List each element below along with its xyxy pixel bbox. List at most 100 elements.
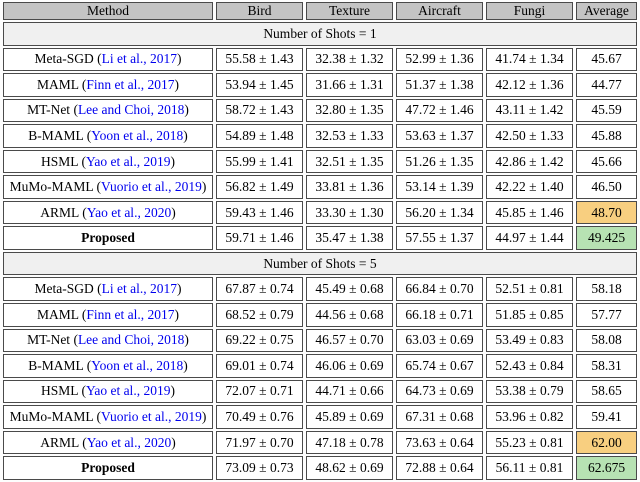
citation-link[interactable]: Yao et al., 2020 [86, 434, 172, 450]
citation-link[interactable]: Yoon et al., 2018 [91, 357, 184, 373]
citation-paren-open: ( [83, 127, 92, 143]
citation-paren-open: ( [78, 434, 87, 450]
method-cell: B-MAML (Yoon et al., 2018) [3, 354, 213, 378]
method-name: ARML [40, 434, 79, 450]
fungi-value-cell: 44.97 ± 1.44 [486, 226, 573, 250]
citation-paren-open: ( [83, 357, 92, 373]
bird-value-cell: 71.97 ± 0.70 [216, 430, 303, 455]
aircraft-value-cell: 52.99 ± 1.36 [396, 47, 483, 72]
bird-value-cell: 69.22 ± 0.75 [216, 328, 303, 353]
citation-paren-open: ( [78, 76, 87, 92]
citation-paren-close: ) [183, 357, 188, 373]
fungi-value-cell: 53.49 ± 0.83 [486, 328, 573, 353]
section-title: Number of Shots = 1 [3, 22, 637, 46]
fungi-value-cell: 53.96 ± 0.82 [486, 405, 573, 429]
bird-value-cell: 70.49 ± 0.76 [216, 405, 303, 429]
average-value-cell: 45.66 [576, 149, 637, 174]
citation-paren-close: ) [171, 204, 176, 220]
fungi-value-cell: 42.86 ± 1.42 [486, 149, 573, 174]
average-value-cell: 59.41 [576, 405, 637, 429]
average-value-cell: 45.67 [576, 47, 637, 72]
citation-link[interactable]: Finn et al., 2017 [86, 306, 175, 322]
fungi-value-cell: 55.23 ± 0.81 [486, 430, 573, 455]
citation-link[interactable]: Li et al., 2017 [101, 51, 177, 67]
method-cell: ARML (Yao et al., 2020) [3, 430, 213, 455]
fungi-value-cell: 56.11 ± 0.81 [486, 456, 573, 480]
column-header-texture: Texture [306, 2, 393, 20]
aircraft-value-cell: 53.14 ± 1.39 [396, 175, 483, 199]
bird-value-cell: 67.87 ± 0.74 [216, 277, 303, 302]
table-row: Proposed 59.71 ± 1.46 35.47 ± 1.38 57.55… [3, 226, 637, 250]
average-value-cell: 58.65 [576, 379, 637, 404]
citation-link[interactable]: Yoon et al., 2018 [91, 127, 184, 143]
method-cell: Proposed [3, 456, 213, 480]
method-name: MuMo-MAML [9, 179, 94, 195]
average-value-cell: 48.70 [576, 200, 637, 225]
column-header-bird: Bird [216, 2, 303, 20]
bird-value-cell: 58.72 ± 1.43 [216, 98, 303, 123]
fungi-value-cell: 53.38 ± 0.79 [486, 379, 573, 404]
average-value-cell: 46.50 [576, 175, 637, 199]
texture-value-cell: 46.06 ± 0.69 [306, 354, 393, 378]
method-name: Proposed [81, 230, 135, 246]
method-name: MT-Net [27, 332, 71, 348]
table-row: MAML (Finn et al., 2017) 68.52 ± 0.79 44… [3, 303, 637, 327]
citation-paren-close: ) [174, 76, 180, 92]
citation-link[interactable]: Yao et al., 2019 [85, 153, 171, 169]
texture-value-cell: 46.57 ± 0.70 [306, 328, 393, 353]
bird-value-cell: 73.09 ± 0.73 [216, 456, 303, 480]
method-cell: B-MAML (Yoon et al., 2018) [3, 124, 213, 148]
citation-link[interactable]: Vuorio et al., 2019 [101, 179, 202, 195]
method-cell: MuMo-MAML (Vuorio et al., 2019) [3, 175, 213, 199]
texture-value-cell: 48.62 ± 0.69 [306, 456, 393, 480]
bird-value-cell: 53.94 ± 1.45 [216, 73, 303, 97]
citation-paren-open: ( [78, 306, 87, 322]
citation-link[interactable]: Lee and Choi, 2018 [77, 102, 185, 118]
fungi-value-cell: 42.22 ± 1.40 [486, 175, 573, 199]
table-row: HSML (Yao et al., 2019) 72.07 ± 0.71 44.… [3, 379, 637, 404]
bird-value-cell: 56.82 ± 1.49 [216, 175, 303, 199]
citation-paren-open: ( [70, 332, 78, 348]
method-cell: MAML (Finn et al., 2017) [3, 73, 213, 97]
citation-paren-open: ( [93, 408, 102, 424]
table-row: Proposed 73.09 ± 0.73 48.62 ± 0.69 72.88… [3, 456, 637, 480]
citation-link[interactable]: Yao et al., 2019 [85, 383, 171, 399]
citation-link[interactable]: Lee and Choi, 2018 [77, 332, 185, 348]
citation-link[interactable]: Finn et al., 2017 [86, 76, 175, 92]
method-name: MAML [36, 306, 79, 322]
aircraft-value-cell: 63.03 ± 0.69 [396, 328, 483, 353]
method-name: HSML [41, 153, 79, 169]
texture-value-cell: 33.81 ± 1.36 [306, 175, 393, 199]
citation-paren-close: ) [183, 127, 188, 143]
column-header-average: Average [576, 2, 637, 20]
average-value-cell: 57.77 [576, 303, 637, 327]
column-header-method: Method [3, 2, 213, 20]
method-cell: MuMo-MAML (Vuorio et al., 2019) [3, 405, 213, 429]
fungi-value-cell: 43.11 ± 1.42 [486, 98, 573, 123]
method-cell: Meta-SGD (Li et al., 2017) [3, 47, 213, 72]
table-row: ARML (Yao et al., 2020) 71.97 ± 0.70 47.… [3, 430, 637, 455]
aircraft-value-cell: 67.31 ± 0.68 [396, 405, 483, 429]
texture-value-cell: 47.18 ± 0.78 [306, 430, 393, 455]
citation-link[interactable]: Yao et al., 2020 [86, 204, 172, 220]
table-body: Number of Shots = 1 Meta-SGD (Li et al.,… [3, 22, 637, 480]
table-row: MT-Net (Lee and Choi, 2018) 58.72 ± 1.43… [3, 98, 637, 123]
method-cell: MT-Net (Lee and Choi, 2018) [3, 328, 213, 353]
fungi-value-cell: 52.51 ± 0.81 [486, 277, 573, 302]
citation-link[interactable]: Li et al., 2017 [101, 281, 177, 297]
method-cell: Meta-SGD (Li et al., 2017) [3, 277, 213, 302]
bird-value-cell: 68.52 ± 0.79 [216, 303, 303, 327]
table-row: HSML (Yao et al., 2019) 55.99 ± 1.41 32.… [3, 149, 637, 174]
citation-paren-open: ( [78, 204, 87, 220]
texture-value-cell: 45.49 ± 0.68 [306, 277, 393, 302]
citation-paren-close: ) [176, 51, 182, 67]
aircraft-value-cell: 72.88 ± 0.64 [396, 456, 483, 480]
average-value-cell: 45.59 [576, 98, 637, 123]
texture-value-cell: 32.38 ± 1.32 [306, 47, 393, 72]
method-cell: HSML (Yao et al., 2019) [3, 149, 213, 174]
texture-value-cell: 33.30 ± 1.30 [306, 200, 393, 225]
aircraft-value-cell: 51.26 ± 1.35 [396, 149, 483, 174]
average-value-cell: 58.08 [576, 328, 637, 353]
citation-link[interactable]: Vuorio et al., 2019 [101, 408, 202, 424]
